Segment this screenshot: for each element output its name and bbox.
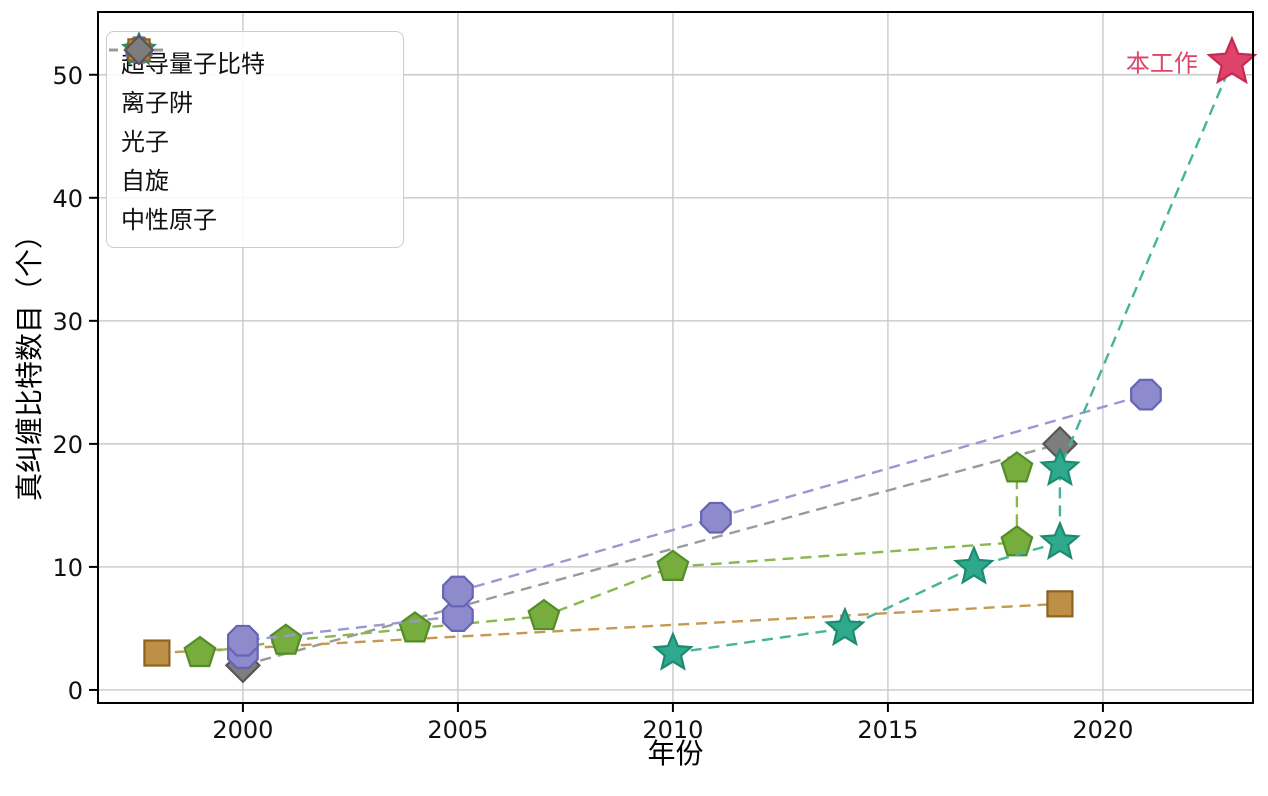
legend: 超导量子比特 离子阱 光子 自旋 中性原子 — [106, 31, 404, 248]
legend-diamond-icon — [109, 34, 169, 66]
legend-label-spin: 自旋 — [121, 167, 169, 195]
marker-superconducting-qubits — [1039, 446, 1081, 487]
series-line-neutral-atom — [242, 442, 1061, 667]
series-line-ion-trap — [241, 393, 1147, 653]
x-axis-label: 年份 — [647, 737, 704, 770]
marker-spin — [1046, 590, 1074, 618]
legend-item-ion-trap: 离子阱 — [109, 36, 389, 120]
marker-photon — [527, 598, 561, 631]
legend-marker-neutral-atom — [123, 34, 155, 66]
y-tick-label: 40 — [52, 185, 83, 213]
marker-ion-trap — [227, 624, 259, 657]
series-line-superconducting-qubits — [672, 61, 1234, 655]
x-tick-label: 2005 — [427, 716, 488, 744]
this-work-annotation-label: 本工作 — [1126, 49, 1198, 77]
marker-photon — [1000, 524, 1034, 557]
marker-photon — [183, 635, 217, 668]
x-tick-label: 2020 — [1072, 716, 1133, 744]
y-tick-label: 50 — [52, 62, 83, 90]
x-tick-label: 2000 — [212, 716, 273, 744]
legend-item-spin: 自旋 — [109, 38, 389, 198]
series-line-spin — [156, 602, 1060, 655]
plot-border — [97, 11, 1254, 704]
marker-ion-trap — [442, 600, 474, 633]
marker-photon — [269, 623, 303, 655]
marker-ion-trap — [442, 575, 474, 608]
legend-label-neutral-atom: 中性原子 — [121, 206, 217, 234]
marker-ion-trap — [1130, 378, 1162, 411]
marker-superconducting-qubits — [1039, 520, 1081, 560]
marker-photon — [656, 549, 690, 581]
y-tick-label: 30 — [52, 308, 83, 336]
marker-photon — [1000, 451, 1034, 483]
series-line-photon — [199, 468, 1019, 655]
legend-item-neutral-atom: 中性原子 — [109, 34, 389, 237]
y-tick-label: 10 — [52, 554, 83, 582]
marker-superconducting-qubits — [652, 631, 694, 671]
y-axis-label: 真纠缠比特数目（个） — [13, 221, 46, 502]
this-work-star-icon — [1206, 35, 1258, 85]
x-tick-label: 2010 — [642, 716, 703, 744]
marker-spin — [143, 639, 171, 667]
y-tick-label: 20 — [52, 431, 83, 459]
marker-superconducting-qubits — [824, 606, 866, 647]
legend-label-ion-trap: 离子阱 — [121, 89, 193, 117]
marker-ion-trap — [700, 501, 732, 534]
legend-label-photon: 光子 — [121, 128, 169, 156]
legend-item-photon: 光子 — [109, 35, 389, 159]
y-tick-label: 0 — [68, 677, 83, 705]
marker-superconducting-qubits — [953, 545, 995, 585]
x-tick-label: 2015 — [857, 716, 918, 744]
